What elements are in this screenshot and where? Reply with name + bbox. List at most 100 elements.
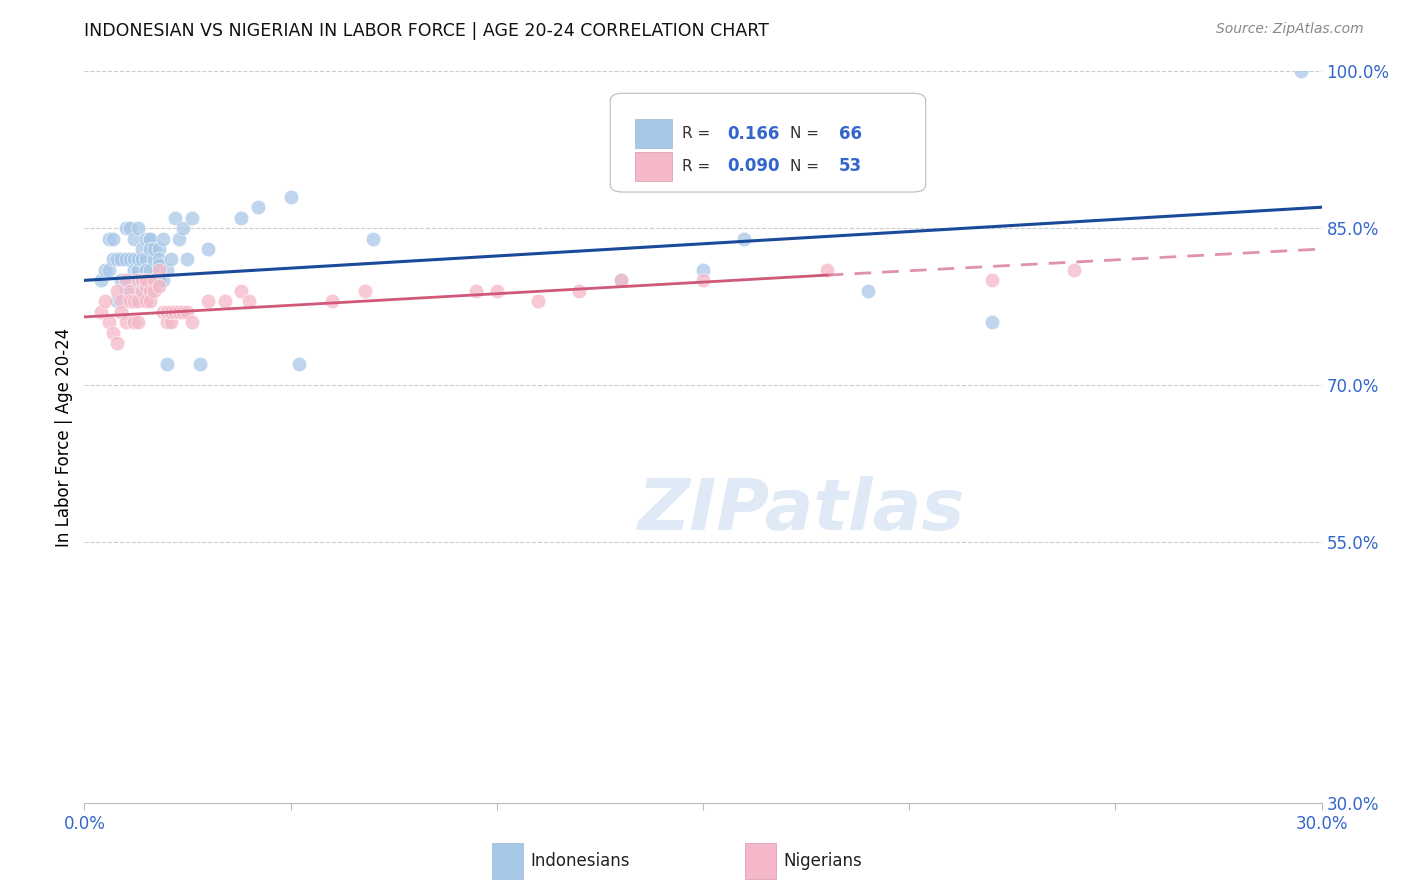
Point bbox=[160, 252, 183, 267]
Point bbox=[148, 263, 170, 277]
Point bbox=[1063, 263, 1085, 277]
Point bbox=[167, 304, 190, 318]
Point bbox=[238, 294, 260, 309]
Point bbox=[127, 273, 149, 287]
Point bbox=[856, 284, 879, 298]
Point bbox=[465, 284, 488, 298]
Point bbox=[152, 273, 174, 287]
Point bbox=[148, 273, 170, 287]
Point bbox=[152, 231, 174, 245]
Point bbox=[139, 294, 162, 309]
Point bbox=[103, 252, 125, 267]
Point bbox=[131, 242, 153, 256]
Point bbox=[118, 252, 141, 267]
Point bbox=[361, 231, 384, 245]
Point bbox=[98, 315, 121, 329]
Point bbox=[152, 304, 174, 318]
FancyBboxPatch shape bbox=[636, 152, 672, 181]
Point bbox=[122, 315, 145, 329]
Text: N =: N = bbox=[790, 159, 824, 174]
Point bbox=[139, 284, 162, 298]
Point bbox=[143, 273, 166, 287]
Point bbox=[176, 252, 198, 267]
Text: 0.166: 0.166 bbox=[728, 125, 780, 143]
Point bbox=[609, 273, 631, 287]
Text: ZIPatlas: ZIPatlas bbox=[638, 475, 966, 545]
Point bbox=[280, 190, 302, 204]
Point bbox=[143, 284, 166, 298]
Point bbox=[609, 273, 631, 287]
Point bbox=[131, 252, 153, 267]
Point bbox=[118, 273, 141, 287]
Point bbox=[692, 263, 714, 277]
Point bbox=[122, 231, 145, 245]
Point bbox=[118, 221, 141, 235]
Point bbox=[122, 252, 145, 267]
Point bbox=[105, 336, 128, 351]
Point bbox=[127, 294, 149, 309]
Point bbox=[139, 242, 162, 256]
Point bbox=[288, 357, 311, 371]
Point bbox=[165, 211, 187, 225]
Point bbox=[135, 273, 157, 287]
Point bbox=[135, 263, 157, 277]
Point bbox=[815, 263, 838, 277]
Point bbox=[180, 211, 202, 225]
Point bbox=[160, 304, 183, 318]
Point bbox=[148, 242, 170, 256]
Point bbox=[172, 304, 194, 318]
Point bbox=[692, 273, 714, 287]
Point bbox=[110, 304, 132, 318]
Point bbox=[733, 231, 755, 245]
FancyBboxPatch shape bbox=[636, 119, 672, 148]
Point bbox=[135, 284, 157, 298]
Point bbox=[353, 284, 375, 298]
Point bbox=[114, 221, 136, 235]
Point bbox=[127, 263, 149, 277]
Point bbox=[143, 252, 166, 267]
FancyBboxPatch shape bbox=[610, 94, 925, 192]
Point bbox=[156, 304, 179, 318]
Point bbox=[197, 242, 219, 256]
Point bbox=[214, 294, 236, 309]
Point bbox=[143, 242, 166, 256]
Text: R =: R = bbox=[682, 159, 716, 174]
Point bbox=[148, 278, 170, 293]
Point bbox=[118, 284, 141, 298]
Text: N =: N = bbox=[790, 126, 824, 141]
Text: 0.090: 0.090 bbox=[728, 158, 780, 176]
Point bbox=[176, 304, 198, 318]
Point bbox=[156, 357, 179, 371]
Point bbox=[180, 315, 202, 329]
Point bbox=[246, 200, 269, 214]
Text: Nigerians: Nigerians bbox=[783, 852, 862, 870]
Text: Source: ZipAtlas.com: Source: ZipAtlas.com bbox=[1216, 22, 1364, 37]
Text: 66: 66 bbox=[839, 125, 862, 143]
Point bbox=[156, 263, 179, 277]
Point bbox=[131, 284, 153, 298]
Point bbox=[114, 315, 136, 329]
Point bbox=[131, 273, 153, 287]
Point bbox=[103, 326, 125, 340]
Point bbox=[118, 294, 141, 309]
Point bbox=[127, 315, 149, 329]
Point bbox=[131, 284, 153, 298]
Text: Indonesians: Indonesians bbox=[530, 852, 630, 870]
Y-axis label: In Labor Force | Age 20-24: In Labor Force | Age 20-24 bbox=[55, 327, 73, 547]
Point bbox=[105, 284, 128, 298]
Point bbox=[103, 231, 125, 245]
Point bbox=[568, 284, 591, 298]
Point bbox=[321, 294, 343, 309]
Point bbox=[110, 294, 132, 309]
Point bbox=[139, 263, 162, 277]
Point bbox=[98, 263, 121, 277]
Point bbox=[139, 231, 162, 245]
Point bbox=[114, 252, 136, 267]
Point bbox=[135, 278, 157, 293]
Point bbox=[105, 294, 128, 309]
Point bbox=[114, 284, 136, 298]
Point bbox=[148, 258, 170, 272]
Text: R =: R = bbox=[682, 126, 716, 141]
Point bbox=[143, 273, 166, 287]
Point bbox=[94, 294, 117, 309]
